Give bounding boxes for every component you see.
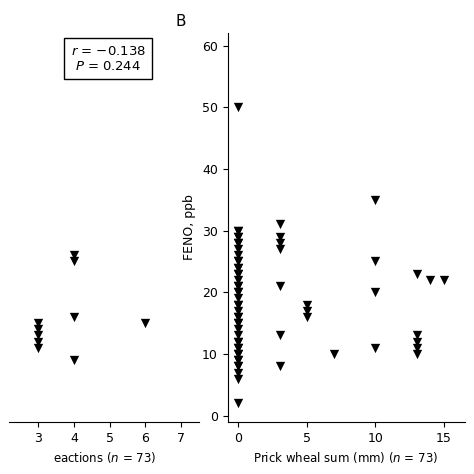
Point bbox=[303, 301, 311, 309]
Point bbox=[276, 233, 283, 241]
Point bbox=[235, 356, 242, 364]
Point bbox=[235, 239, 242, 247]
Point bbox=[372, 344, 379, 352]
X-axis label: Prick wheal sum (mm) ($\it{n}$ = 73): Prick wheal sum (mm) ($\it{n}$ = 73) bbox=[254, 450, 438, 465]
Point bbox=[235, 319, 242, 327]
Point bbox=[70, 258, 78, 265]
Point bbox=[235, 239, 242, 247]
Point bbox=[413, 270, 420, 278]
Point bbox=[235, 283, 242, 290]
Point bbox=[235, 369, 242, 376]
Point bbox=[235, 344, 242, 352]
Point bbox=[235, 264, 242, 272]
Point bbox=[235, 233, 242, 241]
Point bbox=[235, 313, 242, 321]
Point bbox=[440, 276, 448, 284]
Point bbox=[235, 283, 242, 290]
Point bbox=[276, 246, 283, 253]
Point bbox=[235, 233, 242, 241]
Point bbox=[235, 319, 242, 327]
Point bbox=[276, 239, 283, 247]
Point bbox=[235, 227, 242, 235]
Point bbox=[330, 350, 338, 358]
Point bbox=[427, 276, 434, 284]
Point bbox=[34, 338, 42, 346]
Point bbox=[276, 332, 283, 339]
Point bbox=[235, 264, 242, 272]
Point bbox=[235, 363, 242, 370]
Point bbox=[235, 375, 242, 383]
Point bbox=[413, 338, 420, 346]
Point bbox=[303, 307, 311, 315]
Point bbox=[235, 350, 242, 358]
Point bbox=[235, 338, 242, 346]
Point bbox=[235, 227, 242, 235]
Text: $\it{r}$ = −0.138
$\it{P}$ = 0.244: $\it{r}$ = −0.138 $\it{P}$ = 0.244 bbox=[71, 45, 146, 73]
Point bbox=[235, 289, 242, 296]
Point bbox=[235, 350, 242, 358]
Point bbox=[235, 313, 242, 321]
Point bbox=[235, 400, 242, 407]
Point bbox=[235, 252, 242, 259]
Point bbox=[235, 289, 242, 296]
Point bbox=[303, 313, 311, 321]
X-axis label: eactions ($\it{n}$ = 73): eactions ($\it{n}$ = 73) bbox=[53, 450, 156, 465]
Point bbox=[70, 356, 78, 364]
Point bbox=[235, 338, 242, 346]
Point bbox=[235, 258, 242, 265]
Point bbox=[413, 350, 420, 358]
Point bbox=[235, 258, 242, 265]
Point bbox=[372, 289, 379, 296]
Point bbox=[235, 363, 242, 370]
Point bbox=[413, 332, 420, 339]
Point bbox=[235, 295, 242, 302]
Point bbox=[235, 276, 242, 284]
Point bbox=[235, 246, 242, 253]
Point bbox=[413, 344, 420, 352]
Point bbox=[276, 220, 283, 228]
Point bbox=[235, 301, 242, 309]
Point bbox=[235, 270, 242, 278]
Point bbox=[34, 332, 42, 339]
Point bbox=[34, 344, 42, 352]
Point bbox=[235, 344, 242, 352]
Text: B: B bbox=[175, 14, 186, 29]
Point bbox=[372, 196, 379, 203]
Y-axis label: FENO, ppb: FENO, ppb bbox=[183, 195, 196, 260]
Point bbox=[276, 283, 283, 290]
Point bbox=[276, 363, 283, 370]
Point bbox=[235, 103, 242, 111]
Point bbox=[142, 319, 149, 327]
Point bbox=[70, 252, 78, 259]
Point bbox=[34, 319, 42, 327]
Point bbox=[235, 307, 242, 315]
Point bbox=[235, 332, 242, 339]
Point bbox=[235, 356, 242, 364]
Point bbox=[372, 258, 379, 265]
Point bbox=[235, 270, 242, 278]
Point bbox=[34, 326, 42, 333]
Point bbox=[235, 301, 242, 309]
Point bbox=[235, 326, 242, 333]
Point bbox=[70, 313, 78, 321]
